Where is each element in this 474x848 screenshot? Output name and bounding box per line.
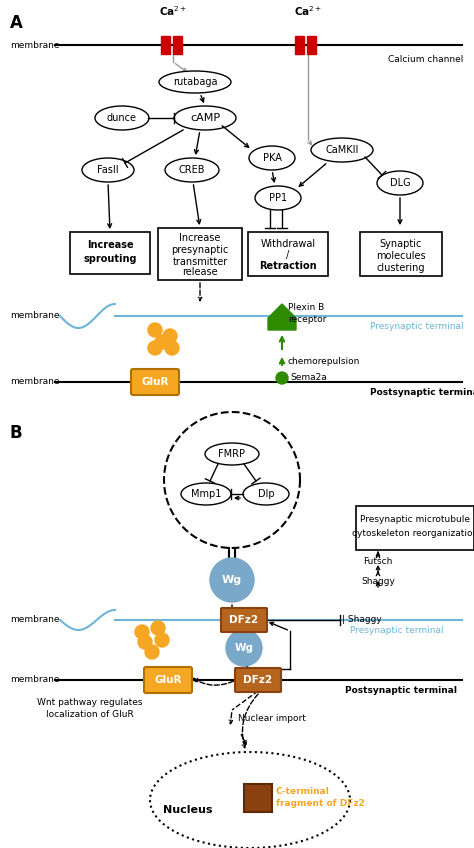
Text: clustering: clustering xyxy=(377,263,425,273)
Text: membrane: membrane xyxy=(10,311,60,321)
Bar xyxy=(158,228,242,280)
Text: Retraction: Retraction xyxy=(259,261,317,271)
Text: sprouting: sprouting xyxy=(83,254,137,264)
FancyBboxPatch shape xyxy=(131,369,179,395)
Ellipse shape xyxy=(243,483,289,505)
FancyBboxPatch shape xyxy=(235,668,281,692)
Text: Increase: Increase xyxy=(179,233,221,243)
Bar xyxy=(173,36,182,54)
Ellipse shape xyxy=(311,138,373,162)
Ellipse shape xyxy=(95,106,149,130)
Circle shape xyxy=(165,341,179,355)
Text: C-terminal: C-terminal xyxy=(276,788,330,796)
Bar xyxy=(356,506,474,550)
Text: rutabaga: rutabaga xyxy=(173,77,217,87)
Text: Shaggy: Shaggy xyxy=(361,577,395,587)
Circle shape xyxy=(163,329,177,343)
Text: Synaptic: Synaptic xyxy=(380,239,422,249)
Text: B: B xyxy=(10,424,23,442)
Ellipse shape xyxy=(159,71,231,93)
Bar xyxy=(161,36,170,54)
Bar xyxy=(307,36,316,54)
Text: GluR: GluR xyxy=(141,377,169,387)
Ellipse shape xyxy=(255,186,301,210)
Bar xyxy=(360,232,442,276)
Circle shape xyxy=(210,558,254,602)
Text: Wg: Wg xyxy=(235,643,254,653)
Circle shape xyxy=(138,635,152,649)
Text: release: release xyxy=(182,267,218,277)
Text: cAMP: cAMP xyxy=(190,113,220,123)
Text: cytoskeleton reorganization: cytoskeleton reorganization xyxy=(352,529,474,538)
Text: CREB: CREB xyxy=(179,165,205,175)
Text: molecules: molecules xyxy=(376,251,426,261)
Circle shape xyxy=(148,323,162,337)
Ellipse shape xyxy=(249,146,295,170)
Text: Wnt pathway regulates: Wnt pathway regulates xyxy=(37,698,143,707)
Text: Presynaptic microtubule: Presynaptic microtubule xyxy=(360,516,470,525)
Text: Ca$^{2+}$: Ca$^{2+}$ xyxy=(294,4,322,18)
Text: membrane: membrane xyxy=(10,676,60,684)
Text: FasII: FasII xyxy=(97,165,119,175)
Circle shape xyxy=(148,341,162,355)
Ellipse shape xyxy=(165,158,219,182)
Ellipse shape xyxy=(174,106,236,130)
Text: Withdrawal: Withdrawal xyxy=(260,239,316,249)
Text: chemorepulsion: chemorepulsion xyxy=(288,358,360,366)
Text: transmitter: transmitter xyxy=(173,257,228,267)
Bar xyxy=(244,784,272,812)
Text: membrane: membrane xyxy=(10,377,60,387)
Text: DFz2: DFz2 xyxy=(229,615,258,625)
Circle shape xyxy=(276,372,288,384)
Ellipse shape xyxy=(377,171,423,195)
Text: Ca$^{2+}$: Ca$^{2+}$ xyxy=(159,4,187,18)
Bar xyxy=(248,232,328,276)
Circle shape xyxy=(135,625,149,639)
Text: Mmp1: Mmp1 xyxy=(191,489,221,499)
Text: FMRP: FMRP xyxy=(219,449,246,459)
Bar xyxy=(295,36,304,54)
Circle shape xyxy=(155,633,169,647)
Text: Postsynaptic terminal: Postsynaptic terminal xyxy=(370,388,474,397)
Text: Dlp: Dlp xyxy=(258,489,274,499)
Ellipse shape xyxy=(181,483,231,505)
Text: Presynaptic terminal: Presynaptic terminal xyxy=(370,322,464,331)
Text: Plexin B: Plexin B xyxy=(288,304,324,313)
Text: DLG: DLG xyxy=(390,178,410,188)
Text: GluR: GluR xyxy=(154,675,182,685)
Text: /: / xyxy=(286,250,290,260)
Text: A: A xyxy=(10,14,23,32)
Ellipse shape xyxy=(205,443,259,465)
Circle shape xyxy=(226,630,262,666)
Text: receptor: receptor xyxy=(288,315,327,325)
Text: DFz2: DFz2 xyxy=(244,675,273,685)
Text: membrane: membrane xyxy=(10,41,60,49)
Text: membrane: membrane xyxy=(10,616,60,624)
Ellipse shape xyxy=(82,158,134,182)
Text: Postsynaptic terminal: Postsynaptic terminal xyxy=(345,686,457,695)
Circle shape xyxy=(151,621,165,635)
Text: PP1: PP1 xyxy=(269,193,287,203)
FancyBboxPatch shape xyxy=(144,667,192,693)
Text: Futsch: Futsch xyxy=(363,557,392,566)
Text: Presynaptic terminal: Presynaptic terminal xyxy=(350,626,444,635)
Text: Wg: Wg xyxy=(222,575,242,585)
Text: Increase: Increase xyxy=(87,240,133,250)
Text: CaMKII: CaMKII xyxy=(325,145,359,155)
Text: Nuclear import: Nuclear import xyxy=(238,714,306,723)
Text: PKA: PKA xyxy=(263,153,282,163)
Text: dunce: dunce xyxy=(107,113,137,123)
Text: Nucleus: Nucleus xyxy=(163,805,213,815)
Polygon shape xyxy=(268,304,296,330)
Text: | Shaggy: | Shaggy xyxy=(342,616,382,624)
Text: fragment of DFz2: fragment of DFz2 xyxy=(276,800,365,808)
FancyBboxPatch shape xyxy=(221,608,267,632)
Bar xyxy=(70,232,150,274)
Text: presynaptic: presynaptic xyxy=(171,245,228,255)
Text: Sema2a: Sema2a xyxy=(290,373,327,382)
Circle shape xyxy=(155,335,169,349)
Text: Calcium channel: Calcium channel xyxy=(388,55,464,64)
Text: localization of GluR: localization of GluR xyxy=(46,710,134,719)
Circle shape xyxy=(145,645,159,659)
